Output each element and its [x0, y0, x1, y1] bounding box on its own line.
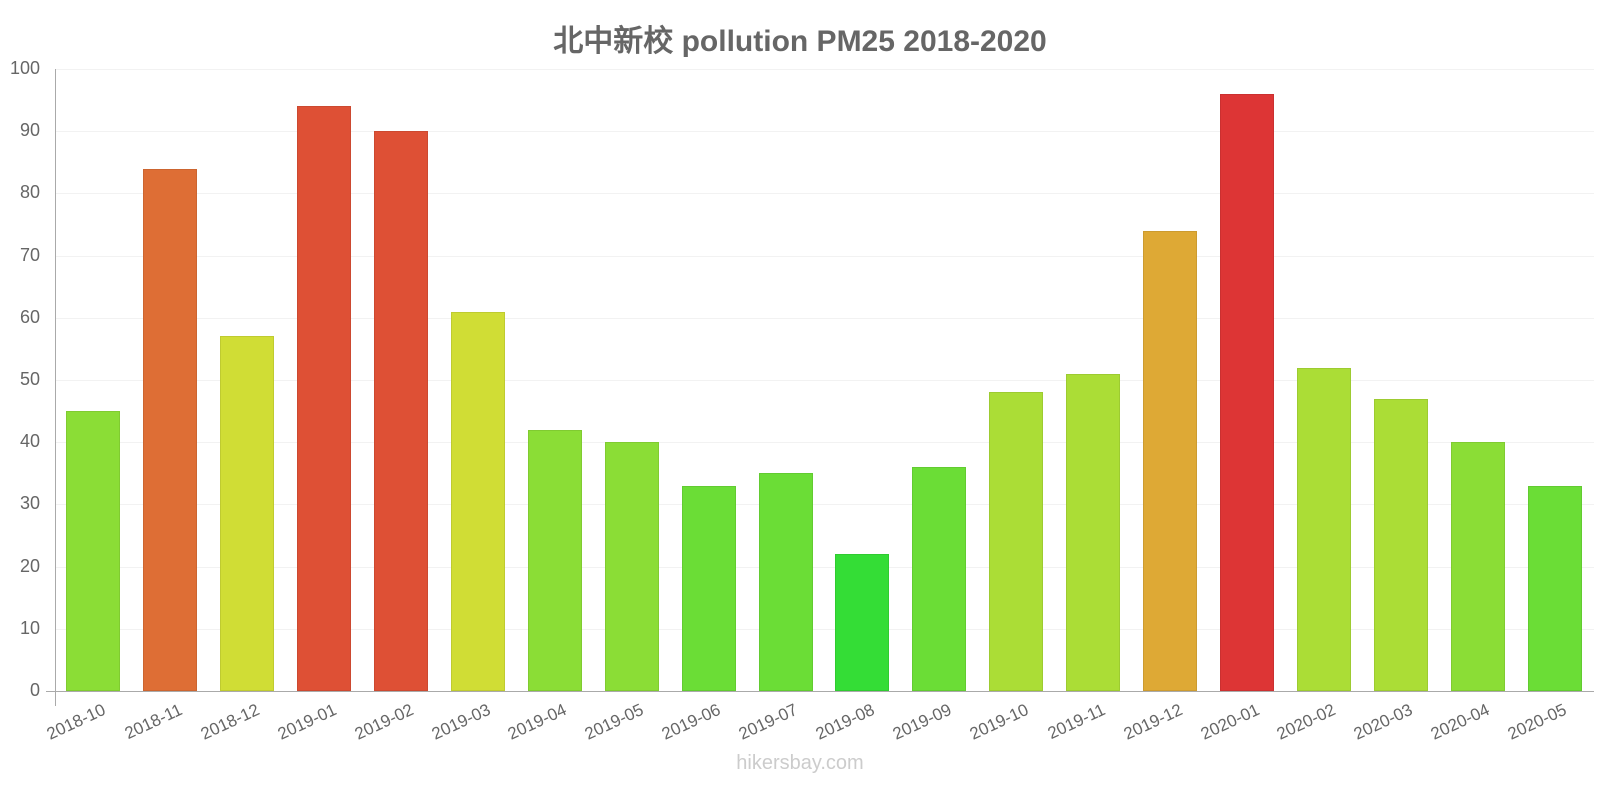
x-tick-label: 2018-12: [197, 700, 263, 744]
bar-2020-05[interactable]: [1527, 485, 1582, 691]
x-tick-label: 2019-08: [812, 700, 878, 744]
gridline: [56, 69, 1594, 70]
gridline: [56, 628, 1594, 630]
y-tick-label: 20: [19, 555, 40, 576]
x-tick-label: 2018-11: [121, 700, 186, 744]
y-tick-label: 70: [19, 244, 40, 265]
y-tick-label: 0: [29, 680, 40, 700]
y-tick-label: 50: [19, 369, 40, 389]
bar-2019-01[interactable]: [297, 106, 352, 691]
bar-2018-12[interactable]: [220, 336, 275, 691]
bar-2019-02[interactable]: [374, 131, 429, 691]
gridline: [56, 255, 1594, 257]
bar-2020-01[interactable]: [1219, 93, 1274, 691]
bar-2020-02[interactable]: [1296, 367, 1351, 691]
x-tick-label: 2020-05: [1505, 700, 1570, 744]
bar-2019-03[interactable]: [450, 311, 505, 691]
gridline: [56, 317, 1594, 319]
bar-2018-10[interactable]: [66, 411, 121, 691]
gridline: [56, 380, 1594, 381]
gridline: [56, 131, 1594, 133]
gridline: [56, 442, 1594, 444]
x-tick-label: 2020-03: [1351, 700, 1416, 744]
bar-2019-07[interactable]: [758, 473, 813, 691]
bar-2019-10[interactable]: [989, 392, 1044, 691]
y-axis-line: [55, 69, 56, 706]
x-tick-label: 2019-04: [505, 700, 570, 744]
y-tick-label: 30: [19, 493, 40, 514]
x-tick-label: 2020-01: [1197, 700, 1262, 744]
bar-2019-09[interactable]: [912, 467, 967, 691]
x-tick-label: 2019-03: [428, 700, 493, 744]
x-tick-label: 2020-04: [1428, 700, 1493, 744]
plot-area: [56, 69, 1594, 691]
y-tick-label: 60: [19, 306, 40, 327]
y-tick-label: 100: [9, 58, 40, 78]
chart-title: 北中新校 pollution PM25 2018-2020: [553, 25, 1047, 58]
y-tick-label: 40: [19, 431, 40, 452]
bar-2019-04[interactable]: [527, 429, 582, 691]
x-tick-label: 2019-10: [966, 700, 1032, 744]
y-tick-label: 10: [19, 617, 40, 638]
y-tick-label: 90: [19, 120, 40, 141]
x-tick-label: 2019-06: [659, 700, 724, 744]
bar-2019-11[interactable]: [1066, 373, 1121, 691]
x-tick-label: 2019-05: [582, 700, 647, 744]
x-tick-label: 2019-12: [1120, 700, 1186, 744]
x-tick-label: 2019-02: [351, 700, 417, 744]
bar-2018-11[interactable]: [143, 168, 198, 691]
bar-2020-03[interactable]: [1373, 398, 1428, 691]
bar-2019-08[interactable]: [835, 554, 890, 691]
watermark: hikersbay.com: [736, 752, 864, 774]
gridline: [56, 193, 1594, 195]
bar-2020-04[interactable]: [1450, 442, 1505, 691]
x-tick-label: 2019-11: [1044, 700, 1109, 744]
x-tick-label: 2019-07: [736, 700, 801, 744]
gridline: [56, 566, 1594, 568]
gridline: [56, 504, 1594, 506]
x-tick-label: 2018-10: [43, 700, 109, 744]
x-tick-label: 2019-01: [274, 700, 340, 744]
y-tick-label: 80: [19, 182, 40, 203]
bar-2019-12[interactable]: [1143, 230, 1198, 691]
x-tick-label: 2019-09: [889, 700, 955, 744]
bar-2019-06[interactable]: [681, 485, 736, 691]
x-tick-label: 2020-02: [1274, 700, 1339, 744]
bar-2019-05[interactable]: [604, 442, 659, 691]
x-axis-line: [46, 691, 1594, 692]
